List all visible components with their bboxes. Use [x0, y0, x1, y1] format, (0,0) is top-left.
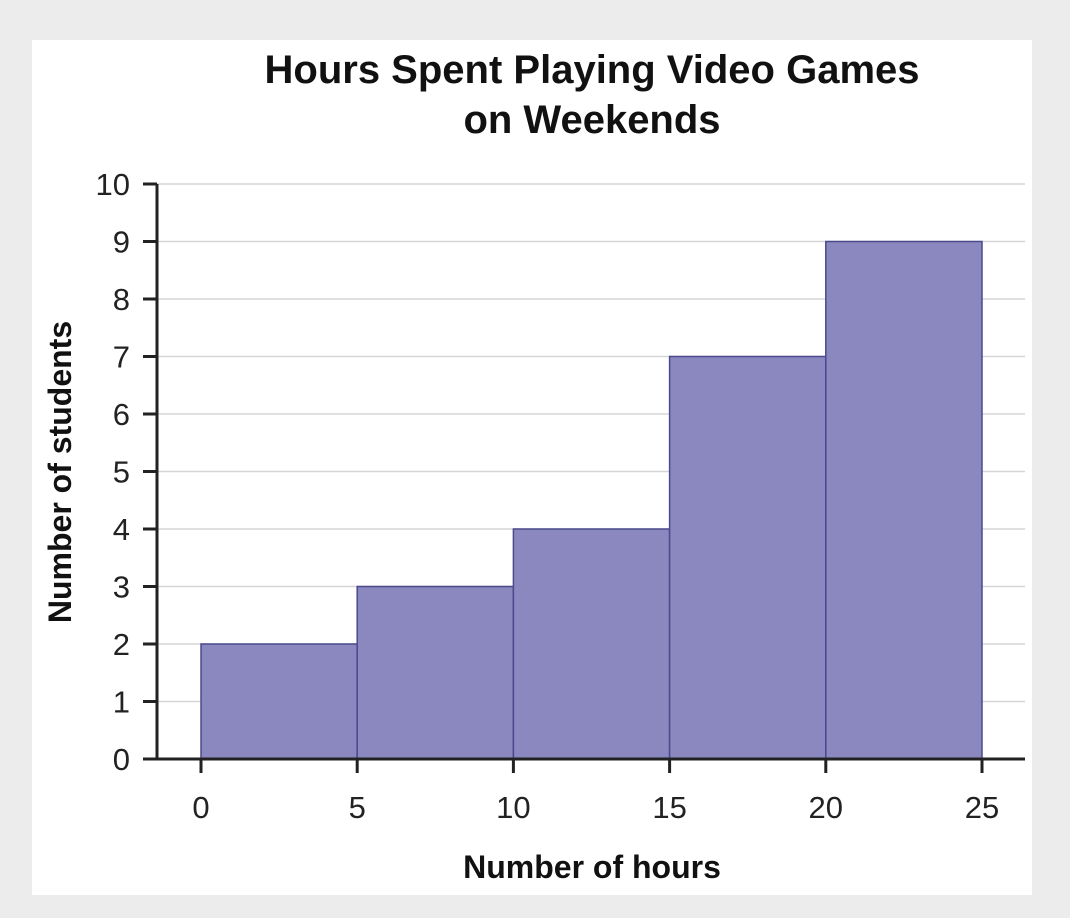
- y-tick-label-7: 7: [113, 340, 130, 375]
- x-tick-label-10: 10: [496, 790, 530, 825]
- y-tick-label-8: 8: [113, 282, 130, 317]
- y-tick-label-6: 6: [113, 397, 130, 432]
- bars: [200, 240, 983, 760]
- axes: [143, 182, 1025, 773]
- y-tick-label-9: 9: [113, 225, 130, 260]
- bar-15-20: [668, 355, 827, 760]
- bar-10-15: [512, 528, 671, 760]
- y-tick-label-4: 4: [113, 512, 130, 547]
- chart-title-line-2: on Weekends: [463, 98, 720, 142]
- y-tick-label-10: 10: [96, 167, 130, 202]
- y-tick-label-1: 1: [113, 685, 130, 720]
- bar-0-5: [200, 643, 358, 760]
- y-tick-label-3: 3: [113, 570, 130, 605]
- bar-20-25: [825, 240, 983, 760]
- x-tick-label-0: 0: [192, 790, 209, 825]
- y-tick-labels: 0 1 2 3 4 5 6 7 8 9 10: [96, 167, 130, 777]
- y-tick-label-2: 2: [113, 627, 130, 662]
- x-tick-label-15: 15: [652, 790, 686, 825]
- x-tick-label-25: 25: [965, 790, 999, 825]
- y-tick-label-5: 5: [113, 455, 130, 490]
- chart-title-line-1: Hours Spent Playing Video Games: [265, 48, 920, 92]
- x-tick-label-20: 20: [809, 790, 843, 825]
- y-axis-title: Number of students: [42, 321, 78, 623]
- bar-5-10: [356, 585, 515, 760]
- y-tick-label-0: 0: [113, 742, 130, 777]
- x-tick-labels: 0 5 10 15 20 25: [192, 790, 999, 825]
- x-axis-title: Number of hours: [463, 849, 721, 885]
- x-tick-label-5: 5: [349, 790, 366, 825]
